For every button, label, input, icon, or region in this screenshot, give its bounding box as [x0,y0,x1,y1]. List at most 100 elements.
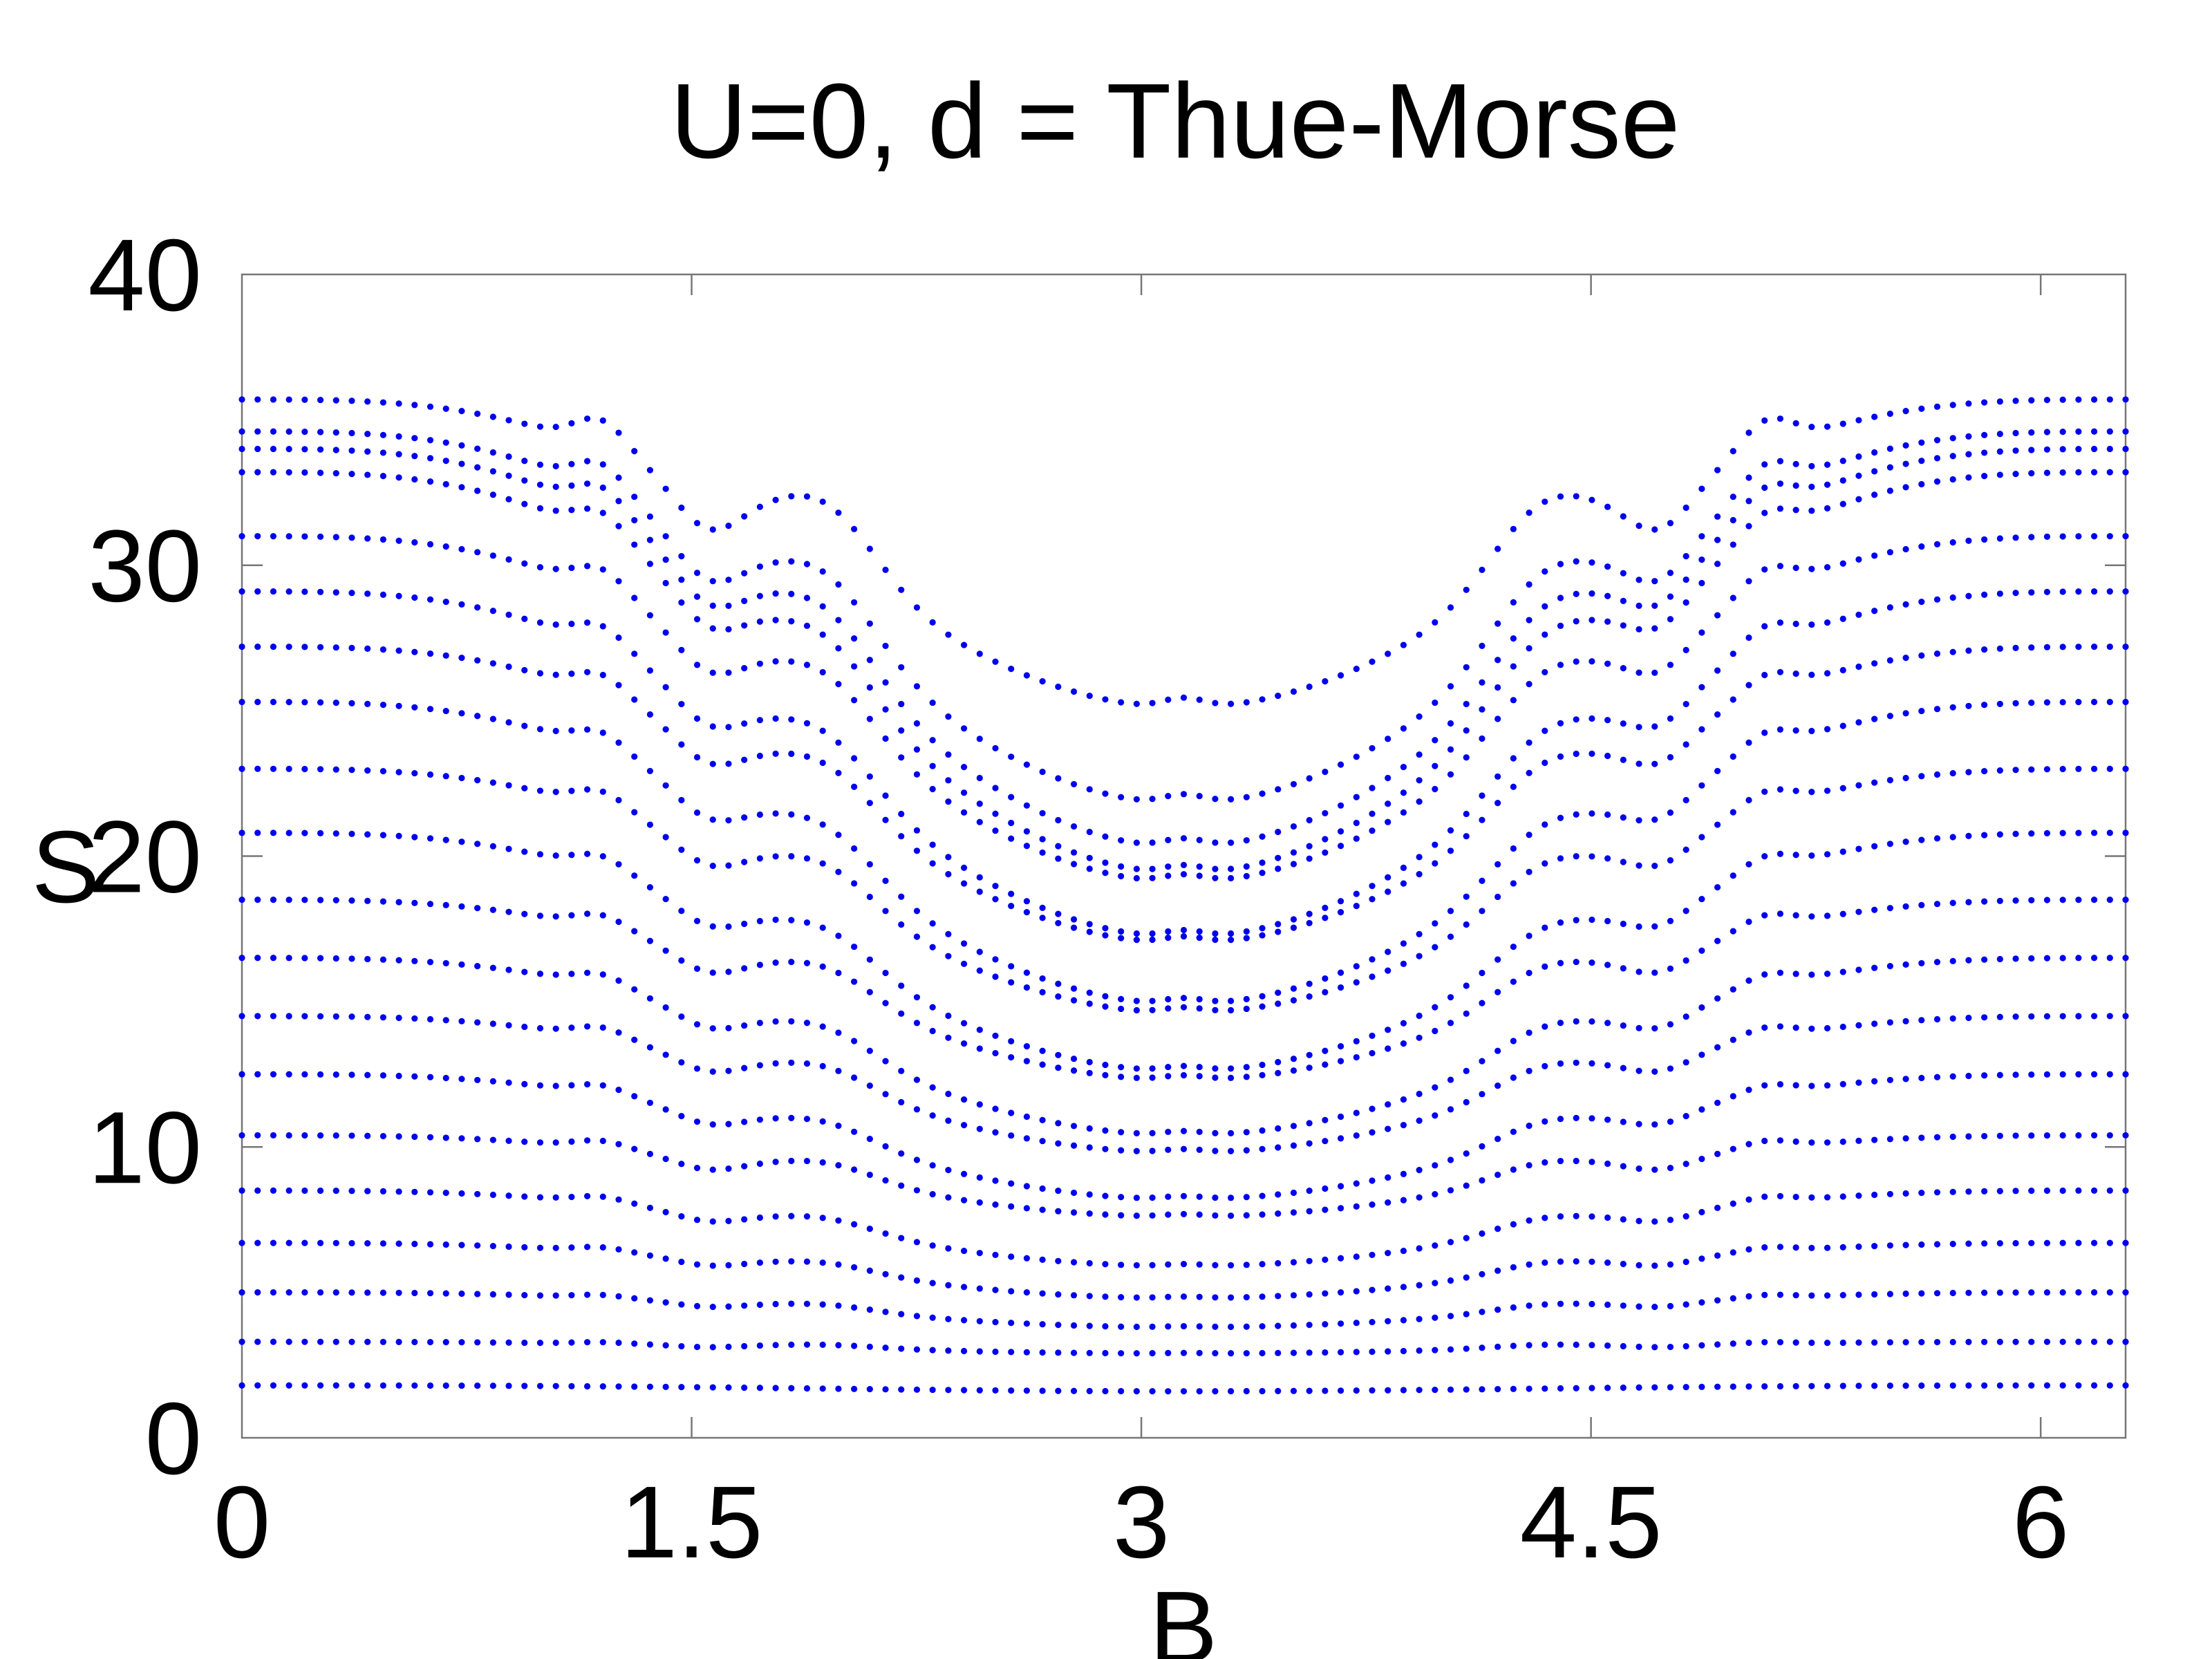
data-point [552,483,559,490]
data-point [662,834,669,841]
data-point [1353,902,1360,910]
data-point [929,1191,936,1198]
data-point [772,916,779,924]
data-point [1996,1240,2003,1247]
data-point [1479,1000,1485,1006]
data-point [1212,1074,1219,1081]
data-point [835,581,842,588]
data-point [1933,403,1941,410]
data-point [1196,1349,1203,1356]
data-point [505,1382,512,1389]
data-point [1651,578,1658,585]
data-point [2012,897,2019,904]
data-point [1039,1321,1046,1328]
data-point [1510,697,1517,704]
data-point [1933,1134,1941,1141]
data-point [725,626,732,632]
data-point [395,1289,402,1296]
data-point [1683,1342,1689,1350]
data-point [1871,468,1878,475]
data-point [1494,861,1501,868]
data-point [270,469,277,476]
data-point [1385,967,1391,974]
data-point [301,1338,308,1345]
data-point [615,1383,622,1390]
data-point [662,1051,669,1058]
data-point [1149,700,1156,706]
data-point [960,960,968,967]
data-point [1416,777,1423,784]
data-point [1683,700,1689,708]
data-point [442,959,449,967]
data-point [866,684,873,691]
data-point [1918,1134,1925,1141]
data-point [536,1139,544,1146]
data-point [1824,1139,1831,1146]
data-point [898,893,905,900]
data-point [442,1134,449,1141]
data-point [1824,670,1831,677]
data-point [552,565,559,572]
data-point [1792,727,1799,734]
data-point [631,1383,638,1390]
data-point [1055,775,1062,782]
data-point [536,1082,544,1089]
data-point [788,716,795,723]
data-point [772,750,779,757]
data-point [1479,1177,1485,1184]
data-point [1792,507,1799,514]
data-point [1792,620,1799,628]
data-point [1996,431,2003,438]
data-point [1023,1058,1031,1065]
data-point [270,1187,277,1194]
data-point [1886,1339,1893,1346]
data-point [270,897,277,903]
data-point [835,681,842,688]
data-point [1447,827,1454,834]
data-point [348,1013,355,1020]
data-point [1918,439,1925,446]
data-point [583,786,591,793]
data-point [678,576,685,583]
data-point [646,467,654,474]
data-point [2075,699,2082,706]
data-point [317,1132,324,1139]
data-point [411,1188,418,1195]
data-point [285,1382,292,1389]
data-point [1541,727,1548,734]
data-point [2028,534,2035,541]
data-point [709,1384,716,1391]
data-point [1353,1180,1360,1187]
data-point [992,973,999,980]
data-point [411,453,418,460]
data-point [332,397,339,404]
data-point [709,1344,716,1351]
data-point [1573,1157,1580,1165]
data-point [536,1194,544,1201]
data-point [254,897,261,903]
data-point [1290,1189,1297,1197]
data-point [1118,935,1125,941]
data-point [270,533,277,540]
data-point [285,699,292,706]
data-point [1635,602,1642,609]
data-point [1306,910,1313,917]
data-point [1416,1034,1423,1041]
data-point [1228,1294,1235,1301]
data-point [646,667,654,674]
data-point [1196,1146,1203,1153]
data-point [568,460,575,467]
data-point [1949,1382,1956,1389]
data-point [819,1259,826,1266]
data-point [1667,715,1674,722]
data-point [395,899,402,906]
data-point [772,617,779,624]
data-point [474,1190,481,1198]
data-point [395,451,402,458]
data-point [1290,916,1297,923]
data-point [913,994,921,1001]
data-point [1165,863,1172,870]
data-point [1337,761,1344,768]
data-point [395,592,402,599]
data-point [442,1017,449,1024]
